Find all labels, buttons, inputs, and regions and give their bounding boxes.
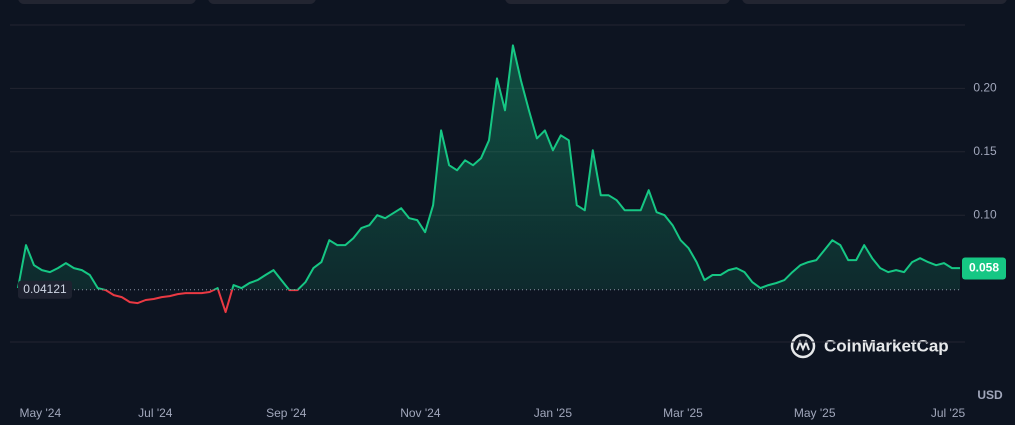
last-price-label: 0.058 (969, 261, 999, 275)
x-tick-label: Jul '25 (931, 406, 966, 420)
x-tick-label: Jan '25 (534, 406, 573, 420)
toolbar-button[interactable] (742, 0, 1007, 4)
last-price-box (962, 257, 1006, 280)
toolbar-button[interactable] (505, 0, 730, 4)
currency-label: USD (977, 388, 1003, 402)
price-line-up (17, 44, 960, 290)
x-tick-label: Mar '25 (663, 406, 703, 420)
x-tick-label: Sep '24 (266, 406, 307, 420)
y-tick-label: 0.20 (973, 81, 997, 95)
watermark: CoinMarketCap (790, 333, 949, 359)
x-tick-label: Jul '24 (138, 406, 173, 420)
baseline-label-box (18, 280, 72, 299)
toolbar-button[interactable] (18, 0, 196, 4)
x-tick-label: May '25 (794, 406, 836, 420)
baseline-label: 0.04121 (23, 282, 67, 296)
y-tick-label: 0.10 (973, 207, 997, 221)
price-line-down (100, 289, 300, 314)
watermark-text: CoinMarketCap (824, 336, 949, 355)
y-tick-label: 0.15 (973, 144, 997, 158)
x-tick-label: May '24 (20, 406, 62, 420)
x-tick-label: Nov '24 (400, 406, 441, 420)
toolbar-button[interactable] (208, 0, 316, 4)
area (18, 45, 960, 290)
